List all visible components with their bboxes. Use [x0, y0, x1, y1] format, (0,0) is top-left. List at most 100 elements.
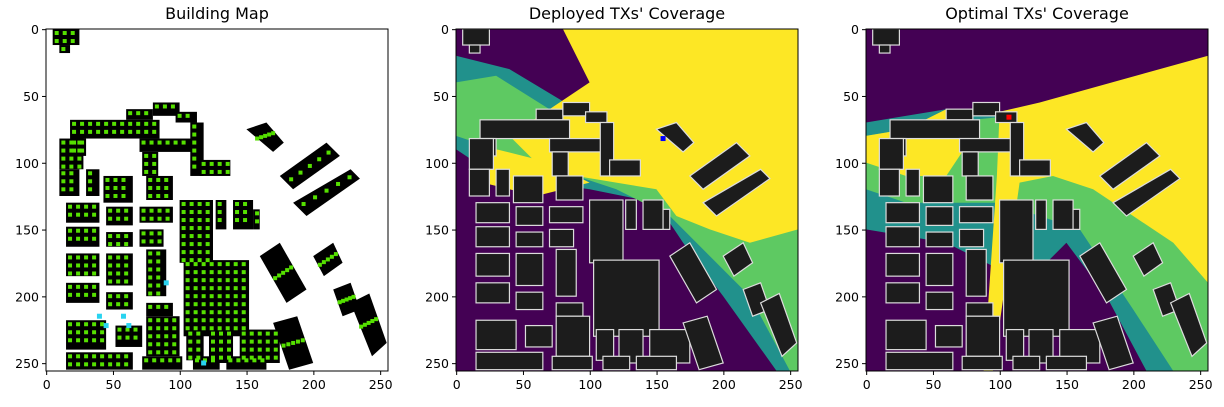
sensor-point: [241, 326, 246, 331]
sensor-point: [205, 258, 210, 263]
coverage-building: [602, 355, 631, 371]
sensor-point: [156, 267, 161, 272]
coverage-building: [958, 137, 1014, 153]
y-tick-label: 250: [15, 356, 39, 371]
map-building: [66, 226, 100, 247]
sensor-point: [192, 132, 197, 137]
sensor-point: [108, 294, 113, 299]
sensor-point: [189, 258, 194, 263]
sensor-point: [84, 362, 89, 367]
coverage-building: [885, 226, 921, 248]
sensor-point: [217, 218, 222, 223]
sensor-point: [189, 242, 194, 247]
coverage-building: [925, 252, 954, 287]
sensor-point: [225, 270, 230, 275]
map-building: [66, 253, 100, 277]
sensor-point: [170, 104, 175, 109]
sensor-point: [76, 322, 81, 327]
sensor-point: [80, 148, 85, 153]
sensor-point: [100, 338, 105, 343]
sensor-point: [217, 270, 222, 275]
map-building: [146, 302, 173, 317]
sensor-point: [156, 304, 161, 309]
map-building: [183, 260, 250, 337]
sensor-point: [61, 47, 66, 52]
map-building: [139, 138, 193, 152]
map-building: [199, 159, 231, 176]
highlight-point: [96, 313, 102, 319]
sensor-point: [100, 322, 105, 327]
sensor-point: [54, 39, 59, 44]
sensor-point: [236, 358, 241, 363]
map-building: [233, 200, 254, 230]
sensor-point: [189, 202, 194, 207]
sensor-point: [68, 338, 73, 343]
sensor-point: [117, 327, 122, 332]
sensor-point: [205, 250, 210, 255]
x-tick-label: 150: [645, 377, 669, 392]
coverage-building: [635, 355, 678, 371]
map-building: [215, 200, 227, 230]
y-tick-label: 150: [425, 223, 449, 238]
coverage-building: [1112, 168, 1181, 217]
sensor-point: [128, 129, 133, 134]
sensor-point: [72, 148, 77, 153]
sensor-point: [148, 334, 153, 339]
sensor-point: [156, 275, 161, 280]
coverage-building: [479, 119, 571, 140]
sensor-point: [124, 263, 129, 268]
sensor-point: [160, 358, 165, 363]
sensor-point: [189, 226, 194, 231]
coverage-building: [945, 108, 974, 121]
sensor-point: [92, 271, 97, 276]
coverage-building: [1003, 259, 1070, 337]
sensor-point: [241, 355, 246, 360]
sensor-point: [76, 263, 81, 268]
sensor-point: [148, 291, 153, 296]
coverage-building: [462, 29, 490, 46]
coverage-building: [722, 241, 754, 277]
sensor-point: [164, 177, 169, 182]
coverage-building: [609, 159, 641, 177]
highlight-point: [163, 280, 169, 286]
transmitter-marker: [660, 136, 666, 142]
sensor-point: [181, 242, 186, 247]
sensor-point: [257, 355, 262, 360]
coverage-building: [965, 175, 994, 201]
sensor-point: [92, 263, 97, 268]
heatmap-image: [456, 29, 798, 371]
sensor-point: [225, 161, 230, 166]
sensor-point: [225, 262, 230, 267]
coverage-building: [1072, 208, 1081, 230]
sensor-point: [281, 270, 286, 275]
sensor-point: [76, 204, 81, 209]
sensor-point: [193, 294, 198, 299]
x-tick-label: 100: [168, 377, 192, 392]
sensor-point: [241, 294, 246, 299]
sensor-point: [112, 121, 117, 126]
sensor-point: [156, 251, 161, 256]
sensor-point: [124, 354, 129, 359]
sensor-point: [233, 262, 238, 267]
sensor-point: [185, 310, 190, 315]
panel-1: Building Map 0 50 100 150 200 250 0 50 100 150 200 2…: [15, 4, 392, 392]
sensor-point: [76, 228, 81, 233]
sensor-point: [108, 216, 113, 221]
sensor-point: [210, 358, 215, 363]
sensor-point: [164, 318, 169, 323]
sensor-point: [210, 347, 215, 352]
sensor-point: [164, 185, 169, 190]
sensor-point: [192, 140, 197, 145]
x-tick-label: 50: [516, 377, 532, 392]
coverage-building: [961, 355, 1003, 371]
sensor-point: [116, 354, 121, 359]
sensor-point: [84, 338, 89, 343]
sensor-point: [326, 150, 331, 155]
sensor-point: [185, 278, 190, 283]
coverage-building: [1019, 159, 1051, 177]
chart-title: Optimal TXs' Coverage: [945, 4, 1129, 23]
axes-frame: [455, 28, 799, 372]
sensor-point: [329, 254, 334, 259]
coverage-building: [562, 101, 591, 117]
sensor-point: [92, 354, 97, 359]
